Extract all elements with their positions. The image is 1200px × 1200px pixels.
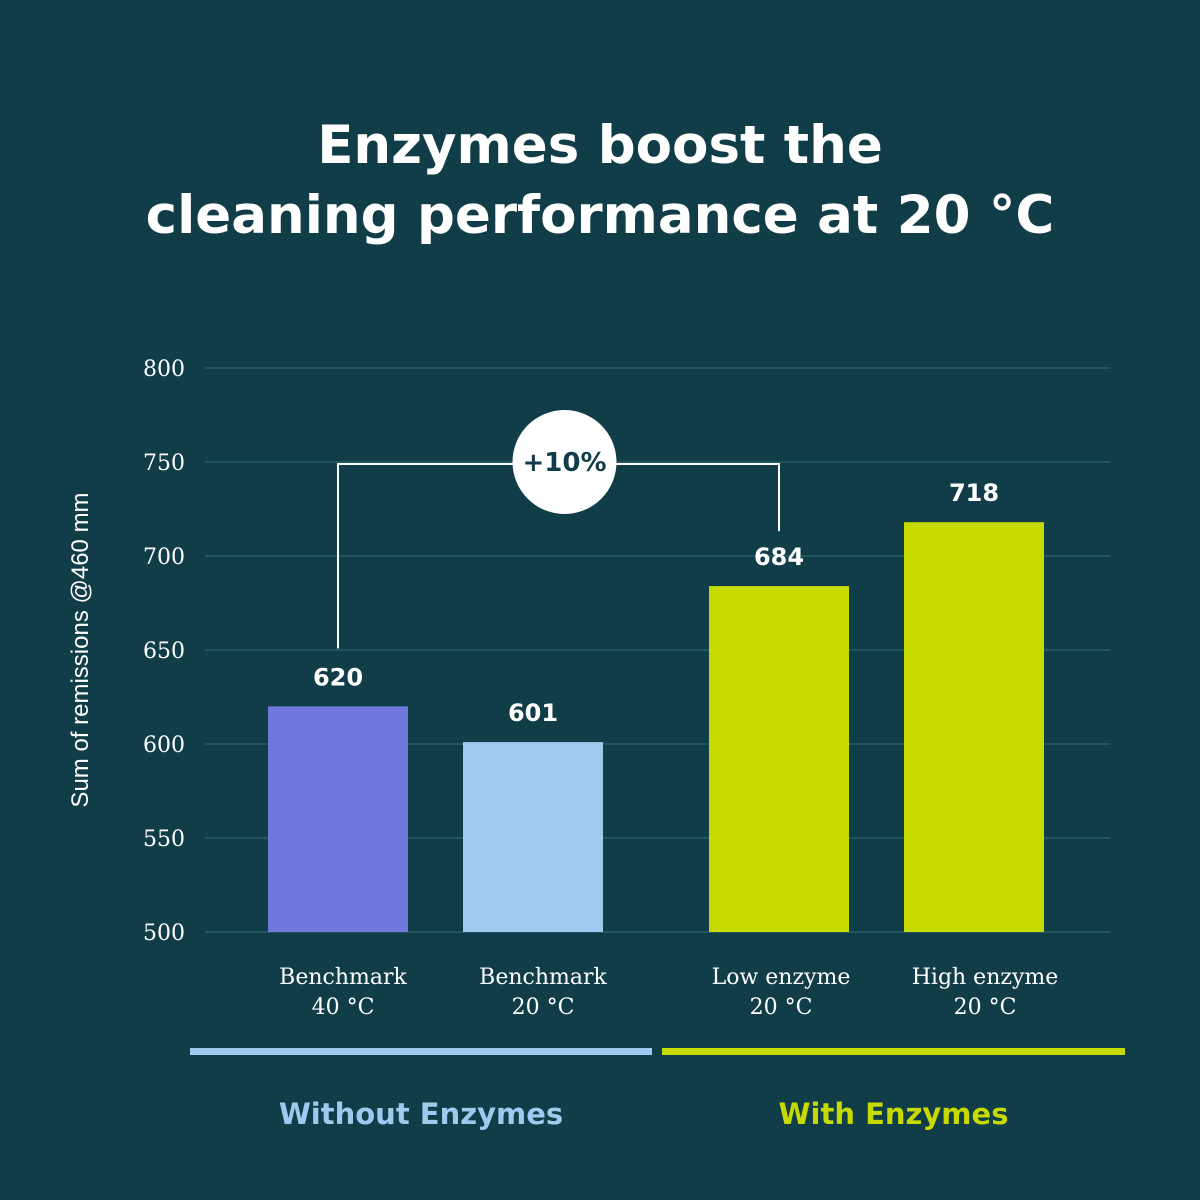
annotation-badge (512, 410, 617, 514)
value-label: 684 (754, 543, 804, 571)
value-labels: 620 601 684 718 (313, 479, 999, 727)
y-tick-label: 750 (143, 451, 185, 476)
group-label: With Enzymes (779, 1097, 1009, 1131)
group-label: Without Enzymes (279, 1097, 563, 1131)
annotation-text: +10% (522, 448, 606, 478)
y-tick-label: 500 (143, 921, 185, 946)
y-tick-label: 700 (143, 545, 185, 570)
category-label: 20 °C (512, 995, 575, 1020)
bar (463, 742, 603, 932)
bars (268, 522, 1044, 932)
percent-annotation: +10% (337, 410, 780, 649)
category-label: Benchmark (479, 965, 607, 990)
bar (904, 522, 1044, 932)
value-label: 620 (313, 663, 363, 691)
category-label: High enzyme (912, 965, 1059, 990)
category-label: Low enzyme (712, 965, 851, 990)
title-line-2: cleaning performance at 20 °C (146, 185, 1055, 246)
category-labels: Benchmark 40 °C Benchmark 20 °C Low enzyme 20… (279, 965, 1058, 1020)
group-labels: Without Enzymes With Enzymes (190, 1048, 1125, 1131)
y-tick-label: 650 (143, 639, 185, 664)
title-line-1: Enzymes boost the (317, 115, 883, 176)
y-tick-label: 800 (143, 357, 185, 382)
y-axis-label: Sum of remissions @460 mm (67, 492, 94, 807)
category-label: 20 °C (750, 995, 813, 1020)
category-label: 20 °C (954, 995, 1017, 1020)
value-label: 718 (949, 479, 999, 507)
bar (268, 706, 408, 932)
category-label: Benchmark (279, 965, 407, 990)
bar (709, 586, 849, 932)
group-underline (190, 1048, 652, 1055)
y-axis-ticks: 500 550 600 650 700 750 800 (143, 357, 185, 946)
chart-title: Enzymes boost the cleaning performance a… (146, 115, 1055, 246)
group-underline (662, 1048, 1125, 1055)
category-label: 40 °C (312, 995, 375, 1020)
y-tick-label: 550 (143, 827, 185, 852)
value-label: 601 (508, 699, 558, 727)
y-tick-label: 600 (143, 733, 185, 758)
